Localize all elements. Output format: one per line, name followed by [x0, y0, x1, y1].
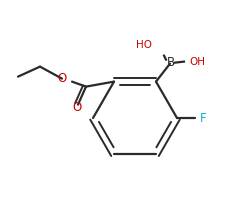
- Text: O: O: [58, 72, 67, 85]
- Text: O: O: [72, 101, 82, 114]
- Text: HO: HO: [136, 40, 152, 50]
- Text: OH: OH: [189, 57, 205, 67]
- Text: B: B: [167, 56, 175, 69]
- Text: F: F: [200, 112, 207, 124]
